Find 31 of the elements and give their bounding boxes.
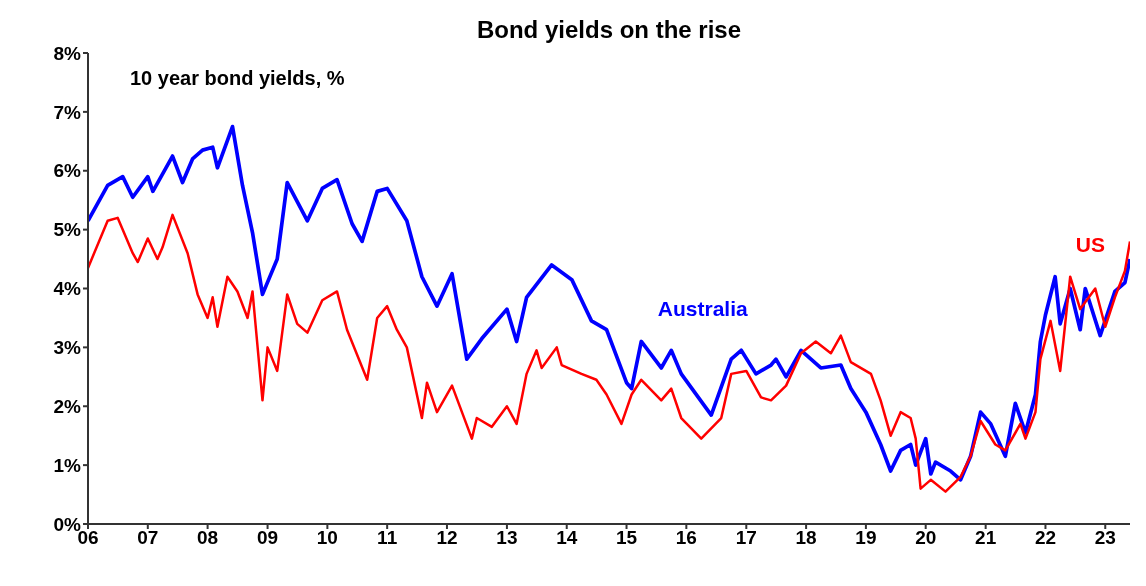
y-tick-label: 2% — [53, 395, 82, 417]
x-tick-label: 17 — [735, 527, 757, 549]
line-series — [88, 124, 1130, 482]
x-tick-label: 18 — [795, 527, 817, 549]
chart-title: Bond yields on the rise — [475, 16, 742, 44]
line-series — [88, 213, 1130, 493]
annotation: 10 year bond yields, % — [130, 67, 345, 90]
y-tick-label: 3% — [53, 337, 82, 359]
y-tick-label: 8% — [53, 42, 82, 64]
x-tick-label: 15 — [615, 527, 638, 549]
x-tick-label: 10 — [316, 527, 338, 549]
x-tick-label: 23 — [1094, 527, 1116, 549]
series-label: Australia — [657, 297, 748, 322]
x-tick-label: 11 — [377, 527, 398, 549]
x-tick-label: 21 — [975, 527, 997, 549]
x-tick-label: 07 — [137, 527, 159, 549]
x-tick-label: 19 — [855, 527, 877, 549]
x-tick-label: 16 — [675, 527, 697, 549]
series-label: US — [1075, 232, 1105, 257]
x-tick-label: 22 — [1034, 527, 1057, 549]
x-tick-label: 08 — [197, 527, 219, 549]
x-tick-label: 14 — [556, 527, 578, 549]
x-tick-label: 20 — [915, 527, 937, 549]
x-tick-label: 09 — [256, 527, 279, 549]
y-tick-label: 7% — [53, 101, 82, 123]
y-tick-label: 1% — [53, 454, 82, 476]
y-tick-label: 4% — [53, 278, 82, 300]
y-tick-label: 6% — [53, 160, 82, 182]
y-tick-label: 5% — [53, 219, 82, 241]
x-tick-label: 12 — [436, 527, 458, 549]
x-tick-label: 13 — [496, 527, 518, 549]
